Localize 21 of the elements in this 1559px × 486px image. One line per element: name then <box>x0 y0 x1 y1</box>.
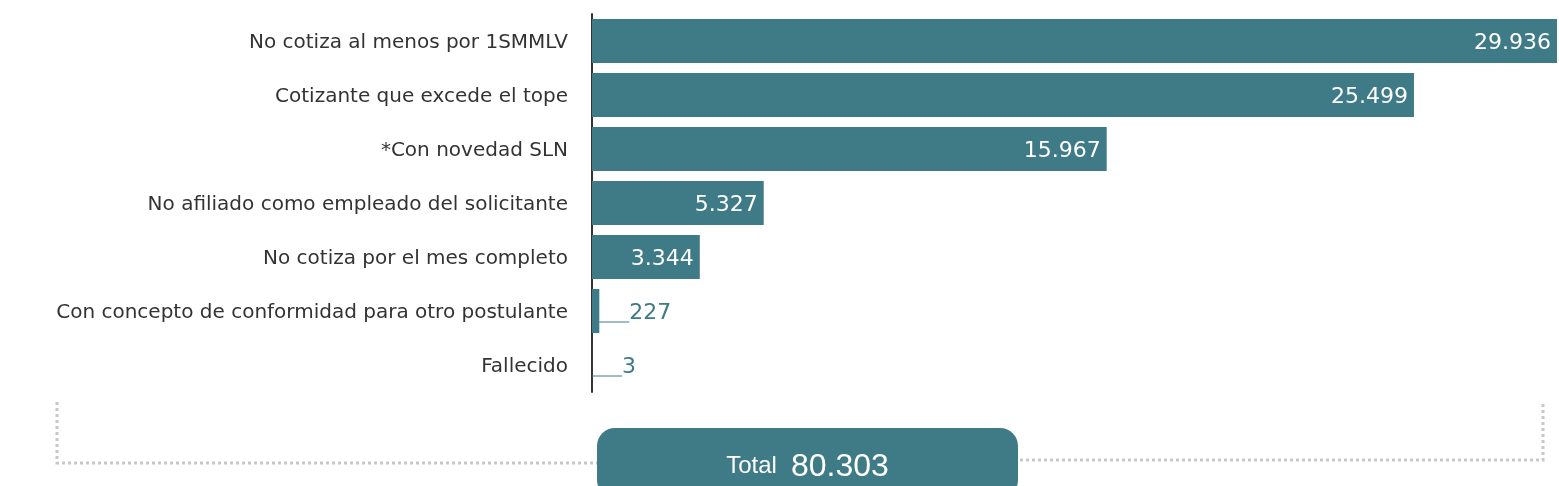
bar <box>592 181 764 225</box>
y-tick-label: Cotizante que excede el tope <box>275 83 568 107</box>
data-label: 25.499 <box>1330 82 1408 108</box>
bar <box>592 73 1414 117</box>
y-tick-label: No afiliado como empleado del solicitante <box>147 191 568 215</box>
bar <box>592 127 1107 171</box>
y-tick-label: Fallecido <box>481 353 568 377</box>
data-label: 29.936 <box>1474 28 1551 54</box>
data-label: 227 <box>629 298 672 324</box>
text: Total <box>726 450 777 480</box>
y-tick-label: No cotiza al menos por 1SMMLV <box>248 29 569 53</box>
data-label: 5.327 <box>694 190 758 216</box>
y-tick-label: No cotiza por el mes completo <box>263 245 568 269</box>
data-label: 15.967 <box>1023 136 1101 162</box>
y-tick-label: Con concepto de conformidad para otro postulante <box>56 299 568 323</box>
text: 80.303 <box>790 446 889 484</box>
y-tick-label: *Con novedad SLN <box>380 137 568 161</box>
bar <box>592 235 700 279</box>
data-label: 3.344 <box>630 244 694 270</box>
bar <box>592 19 1557 63</box>
data-label: 3 <box>622 352 637 378</box>
